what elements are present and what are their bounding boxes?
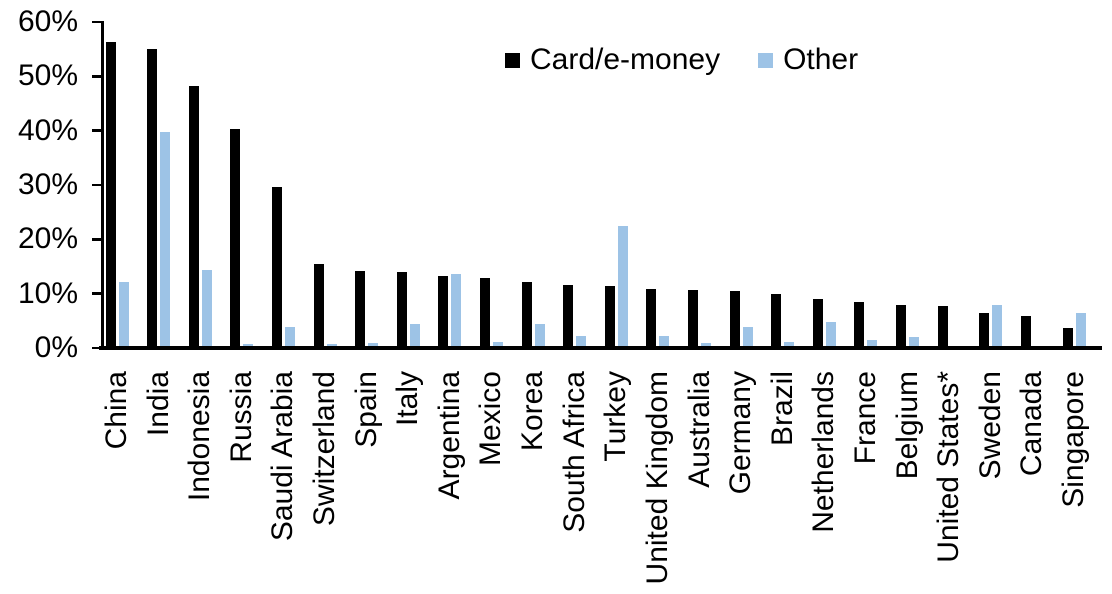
bar-card-e-money xyxy=(688,289,699,348)
x-axis-label: Brazil xyxy=(765,371,799,447)
x-axis-label: Singapore xyxy=(1057,371,1091,508)
bar-card-e-money xyxy=(896,304,907,348)
x-axis-label: China xyxy=(100,371,133,450)
bar-card-e-money xyxy=(521,282,532,348)
x-axis-label: France xyxy=(848,371,882,465)
x-axis-line xyxy=(99,346,1102,350)
x-axis-label: Turkey xyxy=(599,371,633,462)
bar-other xyxy=(701,342,712,348)
bar-other xyxy=(825,322,836,348)
bar-other xyxy=(492,342,503,348)
bar-card-e-money xyxy=(771,294,782,348)
legend-label-card-e-money: Card/e-money xyxy=(530,43,721,76)
x-axis-label: Italy xyxy=(391,371,425,427)
legend-item-card-e-money: Card/e-money xyxy=(505,45,720,75)
x-axis-label: South Africa xyxy=(557,371,591,533)
bar-card-e-money xyxy=(479,278,490,348)
bar-other xyxy=(409,324,420,348)
y-tick-label: 10% xyxy=(17,276,78,310)
bar-other xyxy=(867,339,878,348)
y-tick-mark xyxy=(92,75,102,78)
x-axis-label: India xyxy=(141,371,175,437)
x-axis-label: Argentina xyxy=(432,371,466,500)
bar-other xyxy=(368,343,379,348)
y-tick-label: 0% xyxy=(34,331,78,364)
bar-card-e-money xyxy=(729,290,740,348)
bar-other xyxy=(534,323,545,348)
x-axis-label: Mexico xyxy=(474,371,508,467)
x-axis-label: Sweden xyxy=(973,371,1007,480)
bar-other xyxy=(118,281,129,348)
bar-card-e-money xyxy=(396,272,407,348)
bar-card-e-money xyxy=(854,301,865,348)
x-axis-label: Indonesia xyxy=(183,371,217,502)
x-axis-label: Germany xyxy=(724,371,758,495)
bar-other xyxy=(617,226,628,348)
bar-other xyxy=(909,337,920,348)
bar-other xyxy=(784,342,795,348)
bar-other xyxy=(659,335,670,348)
bar-card-e-money xyxy=(230,128,241,348)
legend-item-other: Other xyxy=(758,45,858,75)
x-axis-label: United States* xyxy=(932,371,966,563)
x-axis-label: Netherlands xyxy=(807,371,841,533)
bar-other xyxy=(284,327,295,348)
x-axis-label: Spain xyxy=(349,371,383,448)
card-e-money-swatch-icon xyxy=(505,52,520,68)
bar-other xyxy=(992,305,1003,348)
bar-card-e-money xyxy=(1020,316,1031,348)
bar-card-e-money xyxy=(812,299,823,348)
y-axis-line xyxy=(101,21,104,349)
bar-card-e-money xyxy=(313,263,324,348)
y-tick-label: 60% xyxy=(17,5,78,39)
x-axis-label: Australia xyxy=(682,371,716,488)
bar-other xyxy=(160,131,171,348)
y-tick-mark xyxy=(92,183,102,187)
y-tick-mark xyxy=(92,238,102,241)
y-tick-label: 40% xyxy=(17,113,78,147)
x-axis-label: Saudi Arabia xyxy=(266,371,300,542)
bar-other xyxy=(451,274,462,348)
bar-card-e-money xyxy=(563,284,574,348)
bar-card-e-money xyxy=(937,306,948,348)
bar-card-e-money xyxy=(604,286,615,348)
bar-other xyxy=(576,335,587,348)
bar-card-e-money xyxy=(147,49,158,348)
bar-other xyxy=(1075,312,1086,348)
x-axis-label: Russia xyxy=(224,371,258,463)
y-tick-mark xyxy=(92,292,102,295)
other-swatch-icon xyxy=(758,52,774,68)
y-tick-mark xyxy=(92,346,102,350)
x-axis-label: Korea xyxy=(516,371,550,452)
bar-card-e-money xyxy=(105,41,116,348)
x-axis-label: Canada xyxy=(1015,371,1049,477)
bar-card-e-money xyxy=(646,288,657,348)
legend: Card/e-money Other xyxy=(505,45,858,75)
bar-other xyxy=(742,326,753,348)
legend-label-other: Other xyxy=(783,43,859,76)
bar-card-e-money xyxy=(188,86,199,348)
x-axis-label: Switzerland xyxy=(308,371,342,527)
bar-card-e-money xyxy=(271,186,282,348)
bar-other xyxy=(201,269,212,348)
y-tick-mark xyxy=(92,129,102,132)
x-axis-label: Belgium xyxy=(890,371,924,480)
x-axis-label: United Kingdom xyxy=(640,371,674,585)
y-tick-label: 20% xyxy=(17,222,78,256)
y-tick-label: 50% xyxy=(17,59,78,93)
y-tick-mark xyxy=(92,20,102,24)
bar-card-e-money xyxy=(979,313,990,348)
bar-card-e-money xyxy=(1062,327,1073,348)
bar-card-e-money xyxy=(438,276,449,348)
bar-other xyxy=(243,343,254,348)
y-tick-label: 30% xyxy=(17,168,78,201)
bar-card-e-money xyxy=(355,271,366,348)
